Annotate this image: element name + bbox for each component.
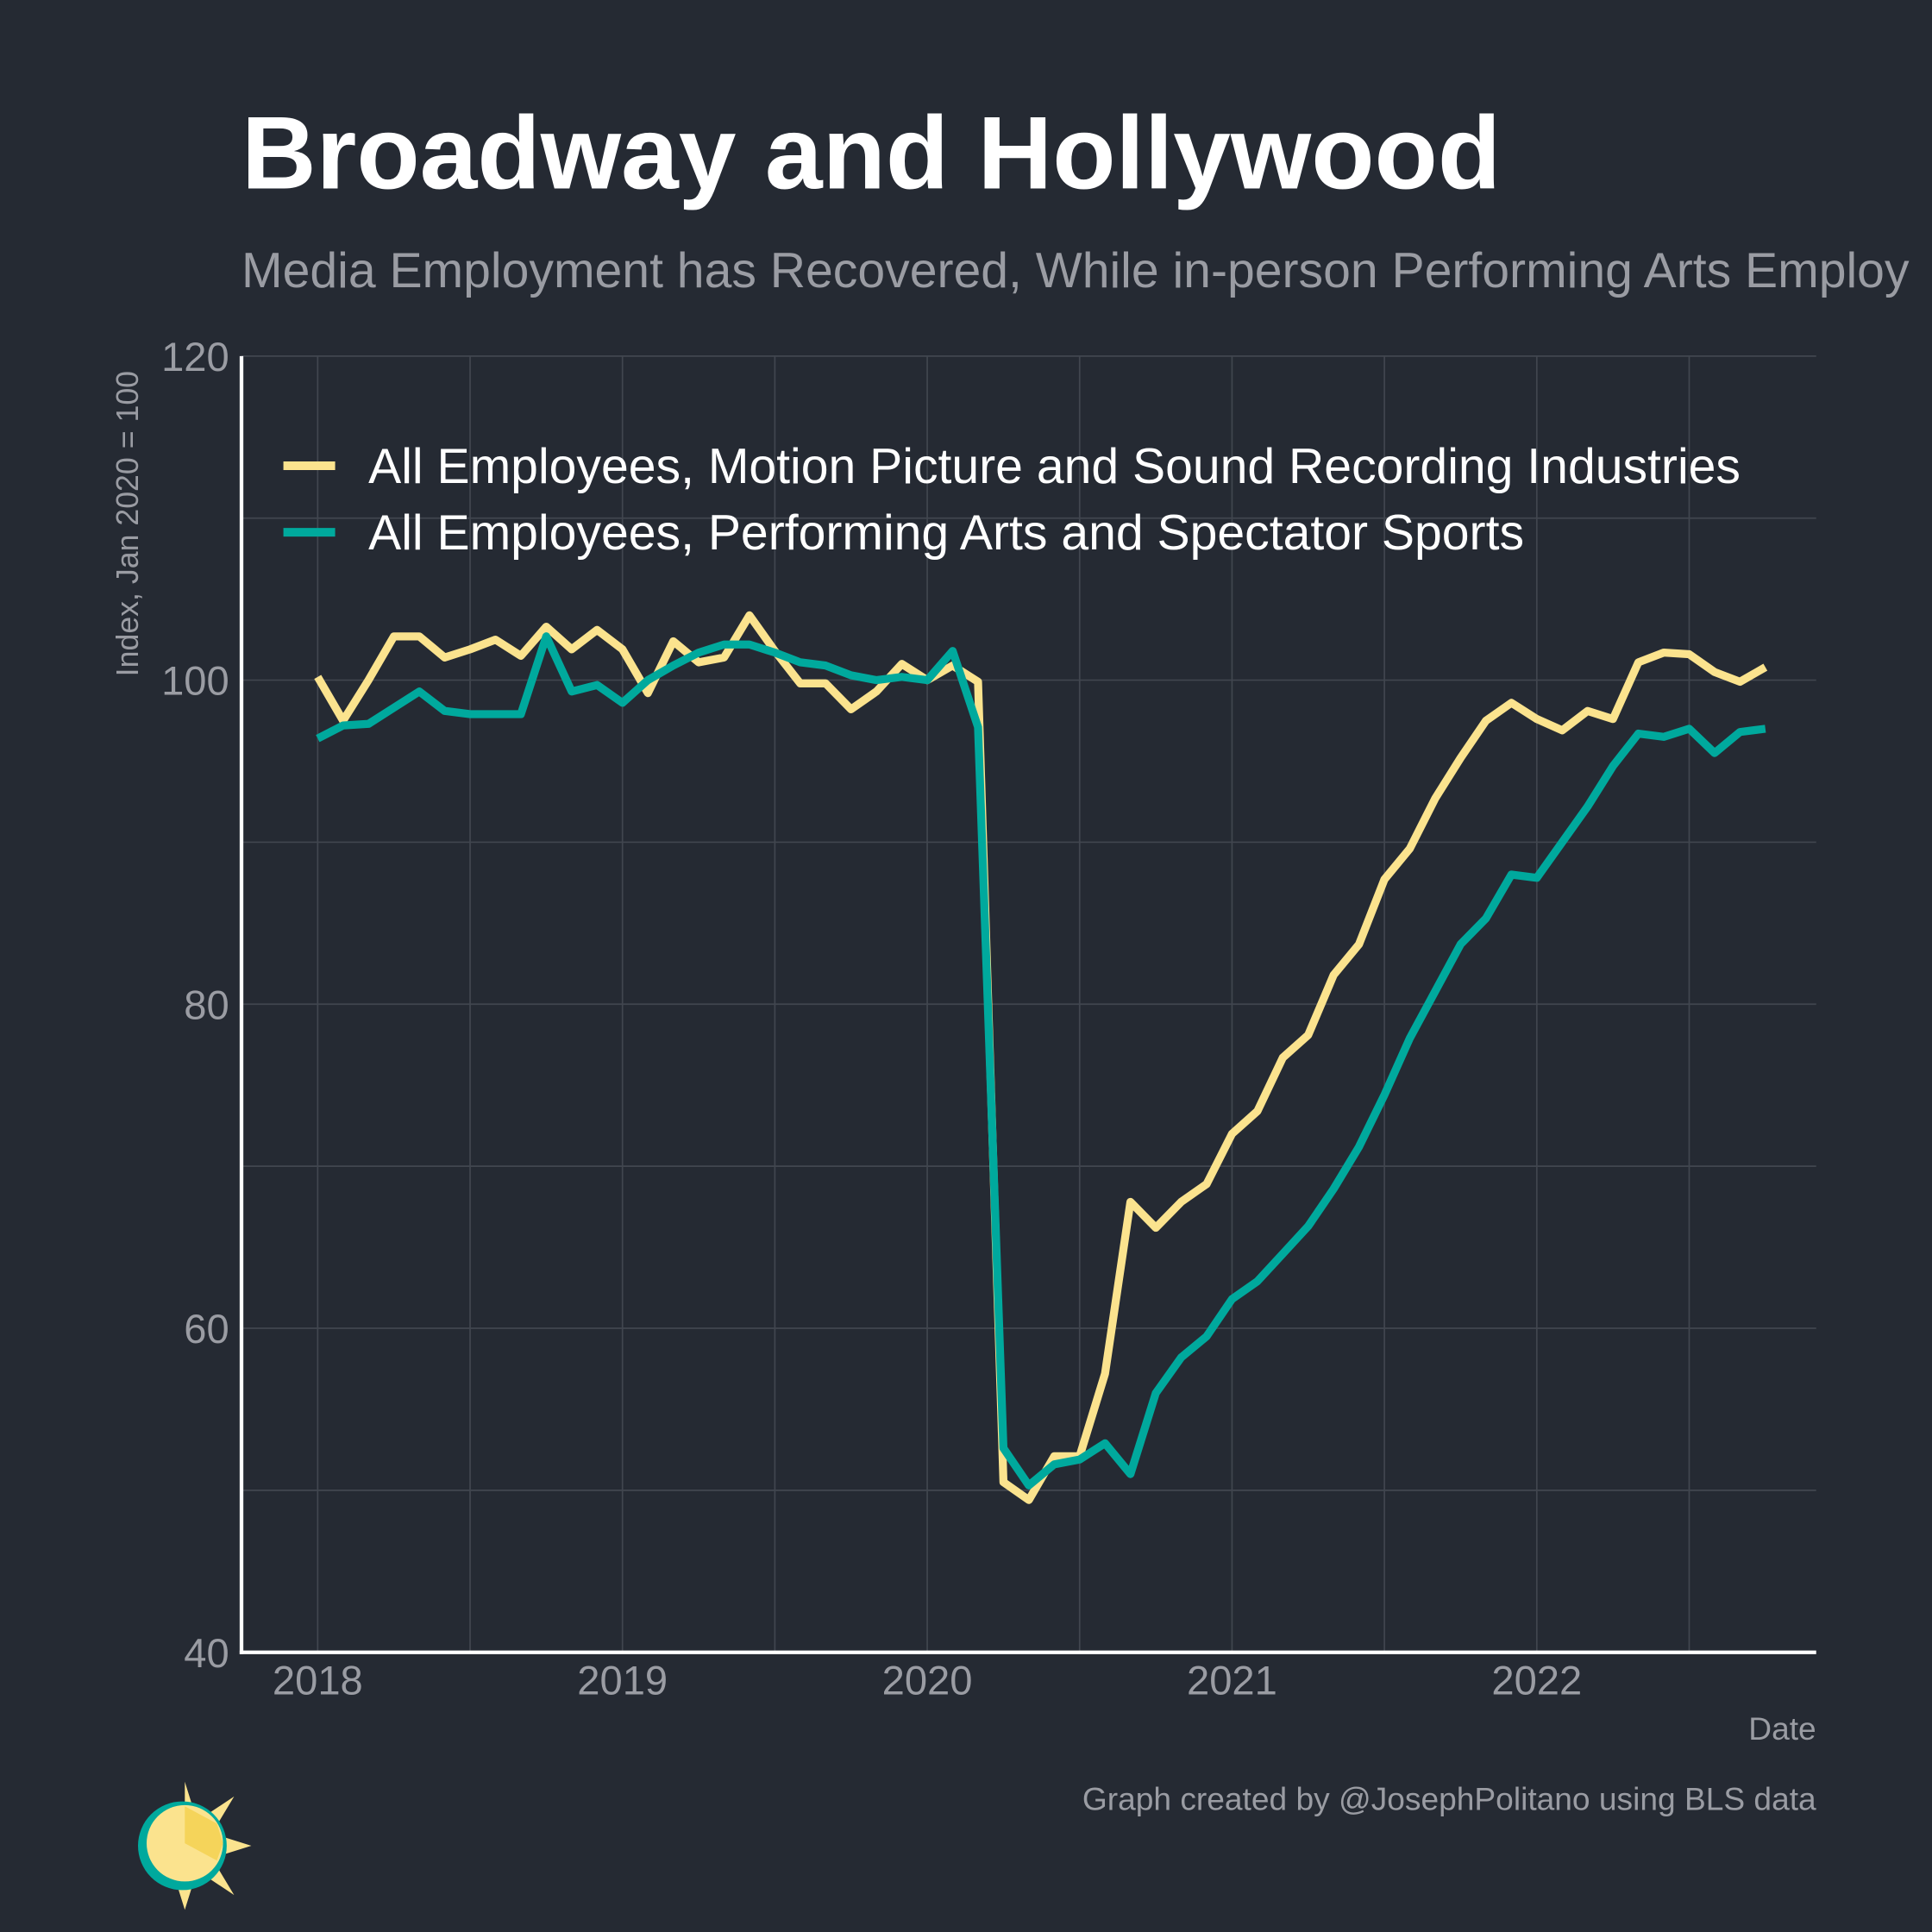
x-tick-label: 2021 [1187, 1657, 1277, 1703]
logo [138, 1781, 252, 1910]
legend-label: All Employees, Motion Picture and Sound … [368, 439, 1741, 494]
y-axis-label: Index, Jan 2020 = 100 [110, 371, 145, 676]
legend-label: All Employees, Performing Arts and Spect… [368, 505, 1524, 561]
x-tick-label: 2022 [1491, 1657, 1582, 1703]
y-tick-label: 100 [161, 658, 229, 704]
x-tick-label: 2019 [577, 1657, 668, 1703]
x-tick-label: 2018 [273, 1657, 363, 1703]
y-tick-label: 120 [161, 334, 229, 380]
series-line [316, 632, 1766, 1490]
chart-title: Broadway and Hollywood [242, 96, 1501, 211]
y-tick-label: 40 [184, 1630, 229, 1676]
caption: Graph created by @JosephPolitano using B… [1082, 1781, 1816, 1817]
x-axis-label: Date [1748, 1710, 1816, 1747]
y-tick-label: 60 [184, 1306, 229, 1352]
x-tick-label: 2020 [882, 1657, 973, 1703]
chart-subtitle: Media Employment has Recovered, While in… [242, 243, 1910, 298]
y-tick-label: 80 [184, 982, 229, 1027]
